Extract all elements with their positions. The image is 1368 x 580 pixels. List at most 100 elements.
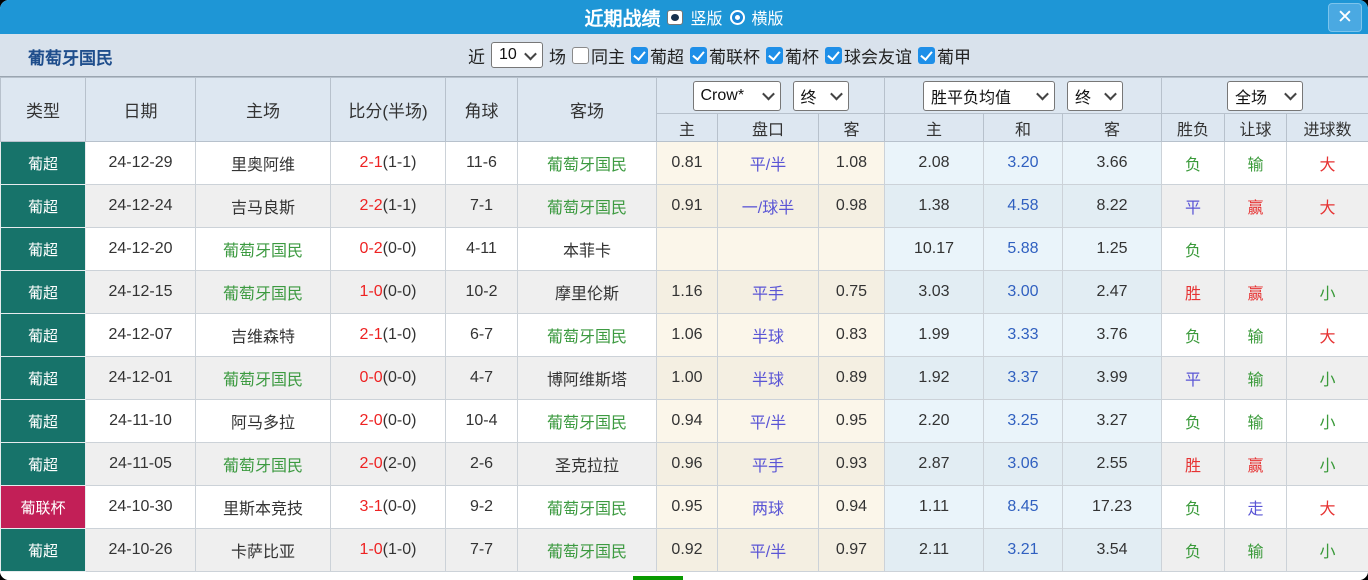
- league-checkbox-pu-jia[interactable]: 葡甲: [918, 43, 971, 68]
- avg-away-cell: 1.25: [1061, 227, 1163, 271]
- summary-recent-label: 近: [438, 577, 455, 580]
- league-checkbox-pu-bei[interactable]: 葡杯: [766, 43, 819, 68]
- radio-horizontal-layout[interactable]: [729, 9, 745, 25]
- away-team-cell: 摩里伦斯: [517, 270, 657, 314]
- handicap-result-cell: 走: [1224, 485, 1288, 529]
- fulltime-score: 3-1: [359, 498, 383, 515]
- close-icon: ✕: [1337, 7, 1353, 28]
- goals-cell: 大: [1286, 485, 1368, 529]
- table-row: 葡超 24-12-29 里奥阿维 2-1(1-1) 11-6 葡萄牙国民 0.8…: [0, 141, 1368, 185]
- handicap-result-cell: [1224, 227, 1288, 271]
- fulltime-score: 0-0: [359, 369, 383, 386]
- league-checkbox-friendly[interactable]: 球会友谊: [825, 43, 912, 68]
- date-cell: 24-11-05: [85, 442, 196, 486]
- halftime-score: (0-0): [382, 283, 417, 300]
- league-checkbox-pu-lian-bei[interactable]: 葡联杯: [690, 43, 760, 68]
- odds-away-cell: 0.83: [818, 313, 885, 357]
- date-cell: 24-12-24: [85, 184, 196, 228]
- home-team-cell: 葡萄牙国民: [195, 270, 331, 314]
- fulltime-score: 2-1: [359, 326, 383, 343]
- col-header-result: 胜负: [1161, 113, 1226, 142]
- fulltime-score: 2-2: [359, 197, 383, 214]
- avg-away-cell: 2.47: [1061, 270, 1163, 314]
- recent-count-select[interactable]: 10: [491, 42, 543, 68]
- avg-away-cell: 2.55: [1061, 442, 1163, 486]
- radio-vertical-layout[interactable]: [667, 9, 684, 25]
- avg-home-cell: 1.11: [884, 485, 984, 529]
- avg-home-cell: 1.99: [884, 313, 984, 357]
- odds-away-cell: 1.08: [818, 141, 885, 185]
- col-header-avg-draw: 和: [983, 113, 1063, 142]
- odds-away-cell: 0.95: [818, 399, 885, 443]
- avg-home-cell: 2.11: [884, 528, 984, 572]
- table-body: 葡超 24-12-29 里奥阿维 2-1(1-1) 11-6 葡萄牙国民 0.8…: [0, 141, 1368, 572]
- corner-cell: 2-6: [445, 442, 518, 486]
- radio-vertical-label[interactable]: 竖版: [690, 11, 723, 28]
- avg-away-cell: 3.27: [1061, 399, 1163, 443]
- single-label: 单率: [856, 577, 890, 580]
- radio-horizontal-label[interactable]: 横版: [751, 11, 784, 28]
- score-cell: 1-0(1-0): [330, 528, 446, 572]
- close-button[interactable]: ✕: [1328, 3, 1362, 32]
- table-row: 葡超 24-12-20 葡萄牙国民 0-2(0-0) 4-11 本菲卡 10.1…: [0, 227, 1368, 271]
- same-host-checkbox[interactable]: 同主: [572, 43, 625, 68]
- result-cell: 负: [1161, 313, 1226, 357]
- handicap-result-cell: 输: [1224, 528, 1288, 572]
- score-cell: 0-2(0-0): [330, 227, 446, 271]
- league-checkbox-pu-chao[interactable]: 葡超: [631, 43, 684, 68]
- avg-home-cell: 10.17: [884, 227, 984, 271]
- corner-cell: 7-7: [445, 528, 518, 572]
- goals-cell: 小: [1286, 528, 1368, 572]
- table-row: 葡超 24-12-24 吉马良斯 2-2(1-1) 7-1 葡萄牙国民 0.91…: [0, 184, 1368, 228]
- table-row: 葡超 24-12-01 葡萄牙国民 0-0(0-0) 4-7 博阿维斯塔 1.0…: [0, 356, 1368, 400]
- summary-footer: 近 10 场,胜2平2负6, 胜率: 20% 赢率 :33.3% 大 :44.4…: [0, 572, 1368, 580]
- handicap-result-cell: 输: [1224, 141, 1288, 185]
- result-cell: 胜: [1161, 270, 1226, 314]
- league-badge: 葡超: [0, 399, 86, 443]
- checkbox-unchecked-icon: [572, 46, 589, 64]
- halftime-score: (1-0): [382, 541, 417, 558]
- handicap-cell: 半球: [717, 313, 819, 357]
- col-header-odds-away: 客: [818, 113, 885, 142]
- result-cell: 负: [1161, 227, 1226, 271]
- away-team-cell: 葡萄牙国民: [517, 485, 657, 529]
- table-row: 葡超 24-11-05 葡萄牙国民 2-0(2-0) 2-6 圣克拉拉 0.96…: [0, 442, 1368, 486]
- table-row: 葡联杯 24-10-30 里斯本竞技 3-1(0-0) 9-2 葡萄牙国民 0.…: [0, 485, 1368, 529]
- home-team-cell: 葡萄牙国民: [195, 356, 331, 400]
- result-cell: 负: [1161, 141, 1226, 185]
- corner-cell: 6-7: [445, 313, 518, 357]
- away-team-cell: 葡萄牙国民: [517, 313, 657, 357]
- chevron-down-icon: [1036, 87, 1049, 101]
- league-badge: 葡超: [0, 442, 86, 486]
- odds-home-cell: 0.92: [656, 528, 718, 572]
- fulltime-score: 1-0: [359, 283, 383, 300]
- away-team-cell: 葡萄牙国民: [517, 184, 657, 228]
- odds-home-cell: 1.06: [656, 313, 718, 357]
- results-table: 类型 日期 主场 比分(半场) 角球 客场 Crow* 终 胜平负均值 终: [0, 77, 1368, 572]
- table-row: 葡超 24-12-15 葡萄牙国民 1-0(0-0) 10-2 摩里伦斯 1.1…: [0, 270, 1368, 314]
- scope-select[interactable]: 全场: [1227, 80, 1304, 111]
- chevron-down-icon: [829, 87, 843, 101]
- title-bar: 近期战绩 竖版 横版 ✕: [0, 0, 1368, 34]
- avg-away-cell: 8.22: [1061, 184, 1163, 228]
- handicap-result-cell: 赢: [1224, 442, 1288, 486]
- date-cell: 24-12-01: [85, 356, 196, 400]
- avg-away-cell: 3.76: [1061, 313, 1163, 357]
- avg-draw-cell: 3.00: [983, 270, 1063, 314]
- corner-cell: 11-6: [445, 141, 518, 185]
- result-cell: 平: [1161, 356, 1226, 400]
- bookmaker-select[interactable]: Crow*: [692, 80, 781, 111]
- halftime-score: (1-0): [382, 326, 417, 343]
- average-select[interactable]: 胜平负均值: [923, 80, 1056, 111]
- away-team-cell: 葡萄牙国民: [517, 528, 657, 572]
- chevron-down-icon: [761, 87, 775, 101]
- odds-away-cell: 0.93: [818, 442, 885, 486]
- col-header-date: 日期: [85, 77, 196, 142]
- checkbox-checked-icon: [631, 46, 648, 64]
- halftime-score: (0-0): [382, 369, 417, 386]
- date-cell: 24-12-20: [85, 227, 196, 271]
- odds-home-cell: 0.91: [656, 184, 718, 228]
- chevron-down-icon: [1104, 87, 1117, 101]
- bookmaker-time-select[interactable]: 终: [792, 80, 849, 111]
- average-time-select[interactable]: 终: [1067, 80, 1124, 111]
